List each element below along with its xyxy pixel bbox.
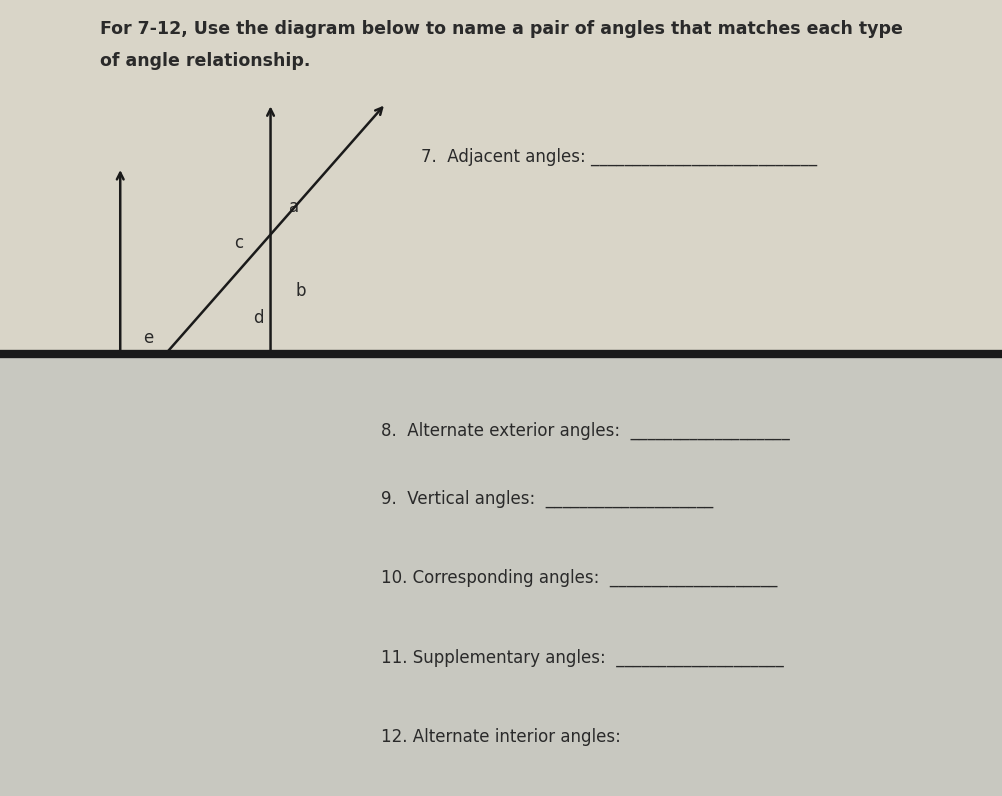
Text: d: d (254, 310, 264, 327)
Text: 7.  Adjacent angles: ___________________________: 7. Adjacent angles: ____________________… (421, 147, 817, 166)
Text: 10. Corresponding angles:  ____________________: 10. Corresponding angles: ______________… (381, 569, 778, 587)
Text: a: a (289, 198, 299, 216)
Text: 12. Alternate interior angles:: 12. Alternate interior angles: (381, 728, 620, 747)
Text: 9.  Vertical angles:  ____________________: 9. Vertical angles: ____________________ (381, 490, 713, 508)
Text: b: b (296, 282, 306, 299)
Text: e: e (143, 330, 153, 347)
Bar (0, 0, 1002, 354)
Text: 11. Supplementary angles:  ____________________: 11. Supplementary angles: ______________… (381, 649, 784, 667)
Text: c: c (233, 234, 243, 252)
Text: 8.  Alternate exterior angles:  ___________________: 8. Alternate exterior angles: __________… (381, 422, 790, 440)
Text: of angle relationship.: of angle relationship. (100, 52, 311, 70)
Bar (0, 354, 1002, 796)
Text: For 7-12, Use the diagram below to name a pair of angles that matches each type: For 7-12, Use the diagram below to name … (100, 20, 903, 38)
